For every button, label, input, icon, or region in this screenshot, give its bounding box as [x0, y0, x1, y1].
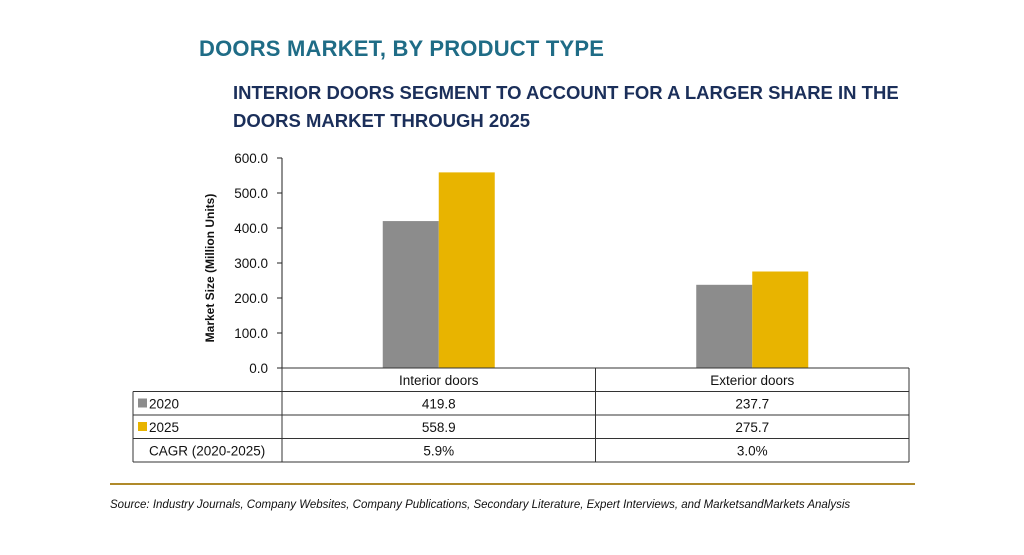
data-label: 558.9 — [422, 420, 456, 435]
cagr-value: 5.9% — [423, 444, 454, 459]
source-note: Source: Industry Journals, Company Websi… — [110, 499, 851, 511]
y-tick-label: 100.0 — [234, 326, 268, 341]
bar-2020-exterior-doors — [696, 284, 753, 368]
footer-divider — [110, 483, 915, 485]
x-category-label: Interior doors — [399, 373, 479, 388]
chart-subtitle: INTERIOR DOORS SEGMENT TO ACCOUNT FOR A … — [233, 82, 899, 131]
cagr-row-label: CAGR (2020-2025) — [149, 444, 265, 459]
legend-label-2020: 2020 — [149, 397, 179, 412]
y-tick-label: 400.0 — [234, 221, 268, 236]
y-tick-label: 200.0 — [234, 291, 268, 306]
bar-2025-interior-doors — [438, 172, 495, 368]
legend-swatch-2025 — [138, 422, 147, 431]
bar-2020-interior-doors — [382, 221, 439, 368]
cagr-value: 3.0% — [737, 444, 768, 459]
data-label: 419.8 — [422, 397, 456, 412]
y-tick-label: 0.0 — [249, 361, 268, 376]
y-tick-label: 300.0 — [234, 256, 268, 271]
data-label: 237.7 — [735, 397, 769, 412]
y-axis-label: Market Size (Million Units) — [203, 194, 217, 343]
x-category-label: Exterior doors — [710, 373, 794, 388]
bar-chart: 0.0 100.0 200.0 300.0 400.0 500.0 600.0 Market … — [132, 151, 910, 463]
bar-2025-exterior-doors — [752, 271, 809, 368]
y-tick-label: 600.0 — [234, 151, 268, 166]
y-tick-label: 500.0 — [234, 186, 268, 201]
legend-swatch-2020 — [138, 398, 147, 408]
chart-title: DOORS MARKET, BY PRODUCT TYPE — [199, 36, 605, 61]
data-label: 275.7 — [735, 420, 769, 435]
legend-label-2025: 2025 — [149, 420, 179, 435]
